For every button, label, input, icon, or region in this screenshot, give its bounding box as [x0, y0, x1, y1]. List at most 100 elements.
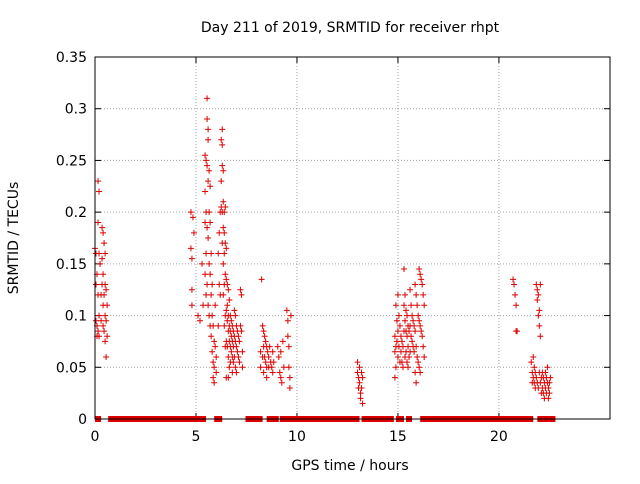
x-tick-label: 0: [91, 429, 100, 445]
data-point-marker: [226, 297, 233, 304]
axis-ticks: 0 0.05 0.1 0.15 0.2 0.25 0.3 0.35 0 5 10 15 20: [56, 50, 610, 445]
data-point-marker: [223, 307, 230, 314]
data-point-marker: [225, 374, 232, 381]
data-point-marker: [410, 317, 417, 324]
data-point-marker: [203, 250, 210, 257]
data-point-marker: [534, 286, 541, 293]
data-point-marker: [205, 235, 212, 241]
data-point-marker: [276, 369, 283, 376]
data-point-marker: [358, 384, 365, 391]
data-point-marker: [222, 203, 229, 210]
data-point-marker: [262, 359, 269, 366]
y-axis-label: SRMTID / TECUs: [6, 182, 22, 295]
data-point-marker: [284, 317, 291, 324]
data-point-marker: [414, 302, 421, 309]
data-point-marker: [391, 348, 398, 355]
data-point-marker: [204, 95, 211, 102]
data-point-marker: [264, 348, 271, 355]
data-point-marker: [401, 266, 407, 273]
data-point-marker: [396, 322, 403, 329]
data-point-marker: [221, 322, 228, 329]
data-point-marker: [406, 353, 413, 360]
data-point-marker: [257, 348, 264, 355]
data-point-marker: [238, 328, 245, 335]
data-point-marker: [232, 364, 239, 371]
data-point-marker: [238, 291, 245, 298]
data-point-marker: [102, 281, 109, 288]
data-point-marker: [359, 400, 366, 407]
data-point-marker: [409, 338, 416, 345]
data-point-marker: [212, 343, 219, 350]
data-point-marker: [188, 302, 195, 309]
data-point-marker: [286, 384, 293, 391]
data-point-marker: [97, 260, 104, 267]
x-axis-label: GPS time / hours: [291, 458, 408, 474]
data-point-marker: [275, 353, 282, 360]
data-point-marker: [391, 374, 398, 381]
data-point-marker: [417, 369, 424, 376]
data-point-marker: [404, 312, 411, 319]
data-point-marker: [236, 338, 243, 345]
data-point-marker: [101, 328, 108, 335]
data-point-marker: [231, 307, 238, 314]
data-point-marker: [261, 333, 268, 340]
data-point-marker: [211, 338, 218, 345]
data-point-marker: [286, 374, 293, 381]
data-point-marker: [535, 312, 542, 319]
data-point-marker: [204, 116, 211, 123]
data-point-marker: [415, 359, 422, 366]
data-point-marker: [209, 312, 216, 319]
data-point-marker: [235, 353, 242, 360]
data-point-marker: [391, 333, 398, 340]
data-point-marker: [392, 302, 399, 309]
data-point-marker: [354, 359, 361, 366]
data-point-marker: [280, 364, 287, 371]
y-tick-label: 0.05: [56, 360, 87, 376]
data-point-marker: [100, 322, 107, 329]
data-point-marker: [277, 374, 284, 381]
data-point-marker: [511, 281, 518, 288]
data-point-marker: [405, 364, 412, 371]
data-point-marker: [95, 219, 102, 226]
data-point-marker: [96, 333, 103, 340]
data-point-marker: [419, 333, 426, 340]
data-point-marker: [398, 359, 405, 366]
data-point-marker: [209, 348, 216, 355]
data-point-marker: [216, 281, 223, 288]
data-point-marker: [93, 281, 100, 288]
data-point-marker: [210, 359, 217, 366]
data-point-marker: [236, 359, 243, 366]
data-point-marker: [203, 157, 210, 164]
data-point-marker: [206, 260, 213, 267]
data-point-marker: [393, 338, 400, 345]
data-points: [92, 95, 556, 422]
data-point-marker: [219, 141, 226, 148]
data-point-marker: [218, 178, 225, 185]
data-point-marker: [99, 255, 106, 262]
data-point-marker: [96, 188, 103, 195]
data-point-marker: [420, 343, 427, 350]
data-point-marker: [220, 167, 227, 174]
data-point-marker: [102, 250, 109, 257]
data-point-marker: [544, 364, 551, 371]
data-point-marker: [415, 312, 422, 319]
x-tick-label: 5: [192, 429, 201, 445]
y-tick-label: 0.2: [65, 205, 87, 221]
data-point-marker: [188, 286, 195, 293]
data-point-marker: [225, 286, 232, 293]
data-point-marker: [514, 328, 521, 335]
data-point-marker: [208, 291, 215, 298]
y-tick-label: 0.25: [56, 153, 87, 169]
data-point-marker: [232, 312, 239, 319]
data-point-marker: [103, 353, 110, 360]
data-point-marker: [283, 307, 290, 314]
data-point-marker: [228, 348, 235, 355]
data-point-marker: [188, 255, 195, 262]
data-point-marker: [224, 281, 231, 288]
data-point-marker: [408, 302, 415, 309]
data-point-marker: [279, 338, 286, 345]
data-point-marker: [416, 266, 423, 273]
data-point-marker: [213, 353, 220, 360]
data-point-marker: [266, 343, 273, 350]
